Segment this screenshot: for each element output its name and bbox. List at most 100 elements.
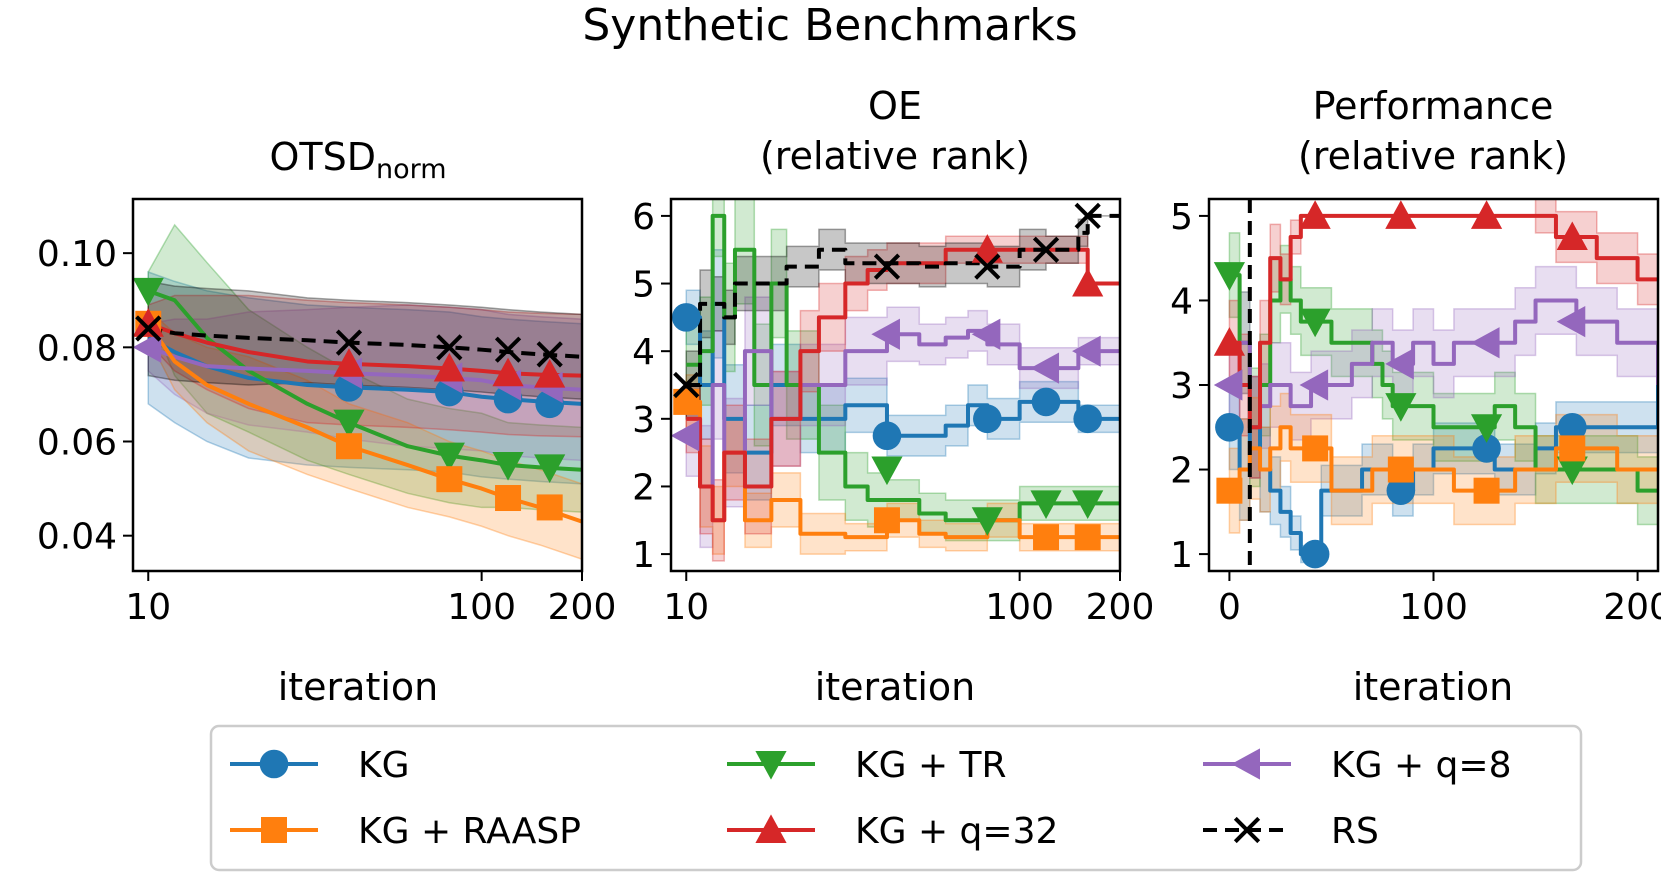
marker-tr (1385, 393, 1417, 422)
plot1-title: OTSDnorm (269, 135, 446, 185)
x-tick-label: 200 (1086, 587, 1155, 628)
x-tick-label: 0 (1218, 587, 1241, 628)
legend-label-raasp: KG + RAASP (358, 811, 581, 852)
plot-performance: 0 100 200 1 2 3 4 5 (1170, 197, 1661, 628)
y-tick-label: 5 (632, 265, 655, 306)
marker-q8 (1030, 352, 1060, 384)
y-tick-label: 6 (632, 197, 655, 238)
marker-q32 (1470, 200, 1503, 229)
marker-rs (436, 334, 463, 361)
marker-q8 (133, 331, 162, 363)
marker-q8 (1470, 327, 1500, 359)
marker-raasp (1559, 435, 1586, 462)
legend-item-raasp: KG + RAASP (230, 811, 581, 852)
marker-tr (433, 442, 465, 472)
marker-tr (1299, 308, 1331, 338)
marker-tr (871, 456, 903, 486)
figure-title: Synthetic Benchmarks (582, 0, 1077, 51)
marker-kg (671, 303, 701, 332)
y-tick-label: 3 (1170, 366, 1193, 407)
marker-q8 (1072, 335, 1101, 367)
band-q8 (1228, 265, 1658, 479)
legend-label-q32: KG + q=32 (855, 811, 1058, 852)
marker-kg (973, 404, 1002, 434)
y-tick-label: 0.06 (37, 423, 117, 464)
marker-raasp (436, 466, 463, 493)
marker-kg (1215, 412, 1244, 442)
marker-kg (1557, 412, 1587, 442)
y-tick-label: 0.10 (37, 234, 117, 275)
marker-q8 (871, 318, 900, 350)
marker-q32 (1556, 221, 1588, 251)
legend-marker-rs (1233, 816, 1261, 844)
plot2-series (671, 199, 1120, 562)
band-tr (1228, 232, 1658, 526)
x-tick-label: 100 (447, 587, 516, 628)
legend-marker-q32 (755, 814, 787, 843)
marker-tr (492, 452, 524, 481)
plot2-ticks: 10 100 200 1 2 3 4 5 6 (632, 197, 1154, 628)
plot2-title-line2: (relative rank) (760, 134, 1030, 178)
legend-marker-raasp (261, 817, 287, 843)
plot1-title-main: OTSD (269, 135, 376, 179)
marker-raasp (1302, 435, 1329, 462)
marker-kg (1386, 476, 1416, 505)
marker-rs (1032, 236, 1060, 263)
marker-raasp (1473, 477, 1500, 504)
plot3-title-line1: Performance (1313, 84, 1554, 128)
line-rs (147, 326, 582, 359)
y-tick-label: 3 (632, 400, 655, 441)
legend-item-rs: RS (1203, 811, 1379, 852)
marker-tr (971, 507, 1003, 536)
marker-q8 (1385, 348, 1414, 380)
y-tick-label: 4 (632, 332, 655, 373)
marker-rs (1074, 202, 1101, 230)
plot3-title-line2: (relative rank) (1298, 134, 1568, 178)
x-tick-label: 100 (1399, 587, 1468, 628)
marker-q8 (1299, 369, 1329, 401)
marker-raasp (1033, 524, 1060, 551)
plot3-series (1213, 199, 1658, 571)
marker-rs (135, 315, 162, 342)
legend-item-tr: KG + TR (727, 745, 1007, 786)
marker-tr (1213, 262, 1246, 291)
band-kg (147, 270, 582, 485)
marker-kg (1073, 404, 1102, 434)
marker-raasp (1216, 477, 1243, 504)
y-tick-label: 5 (1170, 197, 1193, 238)
band-q8 (147, 304, 582, 462)
y-tick-label: 2 (632, 467, 655, 508)
marker-rs (494, 336, 522, 363)
plot2-frame (669, 197, 1122, 573)
plot2-title-line1: OE (868, 84, 922, 128)
marker-rs (974, 253, 1001, 280)
x-tick-label: 10 (663, 587, 709, 628)
marker-q32 (1299, 200, 1331, 229)
legend-marker-tr (755, 751, 787, 780)
legend-item-kg: KG (230, 745, 410, 786)
marker-tr (133, 277, 164, 307)
band-tr (147, 223, 582, 513)
marker-q32 (433, 352, 465, 382)
y-tick-label: 1 (1170, 535, 1193, 576)
marker-q8 (671, 420, 700, 452)
marker-tr (1470, 414, 1503, 443)
y-tick-label: 2 (1170, 451, 1193, 492)
plot3-ticks: 0 100 200 1 2 3 4 5 (1170, 197, 1661, 628)
x-tick-label: 100 (985, 587, 1054, 628)
legend-label-kg: KG (358, 745, 410, 786)
marker-rs (873, 253, 901, 280)
plot1-ticks: 10 100 200 0.04 0.06 0.08 0.10 (37, 234, 617, 628)
marker-tr (333, 409, 365, 439)
legend-marker-kg (259, 749, 289, 779)
plot3-xlabel: iteration (1353, 665, 1514, 709)
legend-label-q8: KG + q=8 (1331, 745, 1511, 786)
marker-q32 (492, 357, 524, 387)
marker-q32 (333, 348, 365, 377)
marker-rs (673, 371, 700, 399)
line-raasp (1229, 425, 1658, 493)
plot1-series (133, 223, 582, 561)
marker-q8 (971, 318, 1001, 350)
marker-rs (335, 329, 363, 356)
marker-q32 (1213, 327, 1246, 356)
